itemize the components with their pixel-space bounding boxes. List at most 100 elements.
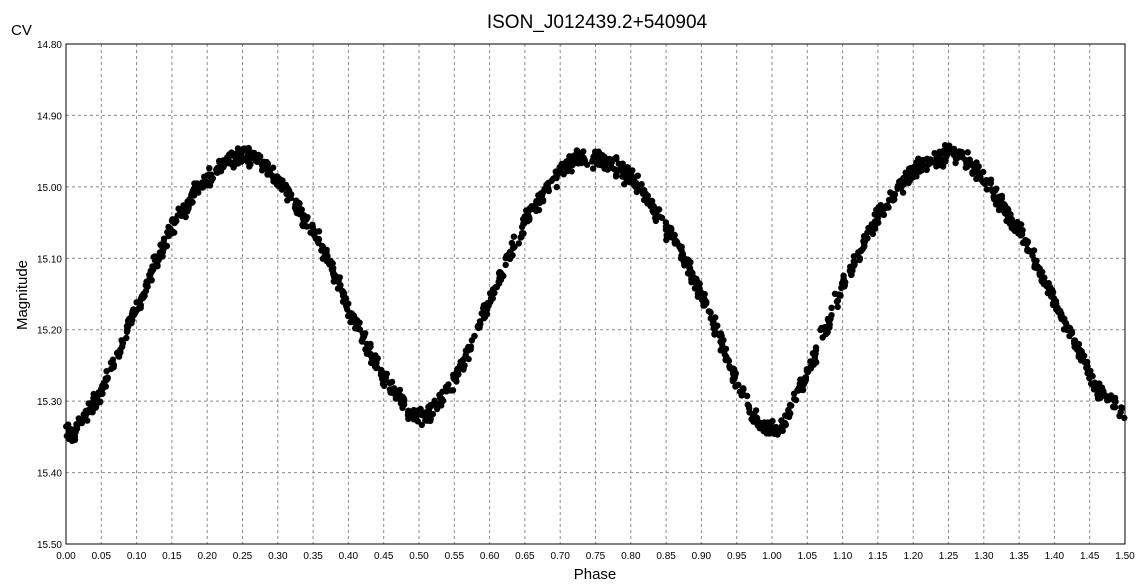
data-point — [662, 219, 670, 226]
data-point — [92, 404, 100, 411]
data-point — [602, 158, 609, 165]
data-point — [421, 413, 429, 420]
data-point — [286, 194, 294, 201]
data-point — [188, 192, 195, 199]
x-tick-label: 1.15 — [868, 551, 888, 562]
data-point — [1075, 351, 1083, 358]
data-point — [788, 402, 795, 409]
data-point — [484, 299, 491, 307]
x-tick-label: 0.15 — [162, 551, 182, 562]
data-point — [124, 323, 132, 330]
data-point — [856, 254, 863, 262]
data-point — [860, 237, 867, 245]
x-tick-label: 0.90 — [692, 551, 712, 562]
data-point — [838, 284, 845, 292]
data-point — [758, 419, 765, 427]
data-point — [311, 232, 318, 239]
data-point — [601, 165, 608, 172]
data-point — [334, 274, 341, 281]
y-tick-label: 15.30 — [37, 397, 62, 408]
data-point — [1050, 296, 1058, 303]
data-point — [716, 332, 723, 339]
data-point — [523, 214, 531, 222]
data-point — [732, 383, 739, 390]
data-point — [729, 375, 736, 383]
data-point — [744, 401, 751, 408]
data-point — [694, 278, 701, 285]
data-point — [772, 423, 780, 431]
data-point — [938, 150, 945, 157]
data-point — [520, 220, 528, 227]
data-point — [159, 253, 166, 260]
data-point — [104, 375, 111, 383]
data-point — [396, 386, 404, 394]
data-point — [228, 149, 235, 156]
data-point — [748, 415, 755, 423]
data-point — [109, 356, 117, 363]
data-point — [828, 304, 835, 311]
data-point — [341, 294, 348, 301]
data-point — [850, 253, 858, 260]
data-point — [94, 396, 101, 403]
data-point — [625, 167, 632, 175]
data-point — [315, 235, 323, 243]
data-point — [653, 211, 660, 219]
data-point — [235, 160, 242, 167]
data-point — [520, 230, 527, 237]
data-point — [379, 375, 386, 383]
data-point — [725, 358, 732, 365]
x-tick-label: 0.75 — [586, 551, 606, 562]
data-point — [303, 216, 310, 223]
data-point — [989, 187, 996, 195]
x-tick-label: 1.30 — [974, 551, 994, 562]
data-point — [812, 350, 819, 357]
data-point — [442, 387, 449, 394]
data-point — [589, 165, 597, 172]
data-point — [206, 165, 213, 172]
data-point — [367, 350, 374, 358]
data-point — [613, 171, 620, 179]
data-point — [899, 189, 907, 196]
data-point — [366, 344, 373, 352]
data-point — [506, 255, 514, 263]
data-point — [146, 275, 153, 282]
data-point — [1013, 220, 1021, 227]
data-point — [687, 269, 695, 277]
data-point — [964, 149, 971, 156]
data-point — [246, 163, 253, 170]
data-point — [687, 259, 694, 266]
data-point — [482, 309, 490, 316]
data-point — [712, 314, 719, 321]
data-point — [298, 206, 305, 213]
data-point — [1110, 403, 1117, 410]
x-tick-label: 1.35 — [1009, 551, 1029, 562]
data-point — [339, 287, 346, 295]
data-point — [940, 156, 947, 163]
data-point — [177, 206, 185, 214]
data-point — [821, 324, 828, 331]
data-point — [154, 261, 161, 268]
data-point — [770, 429, 777, 436]
data-point — [746, 409, 753, 416]
data-point — [497, 276, 505, 283]
data-point — [833, 298, 841, 305]
data-point — [460, 356, 467, 363]
data-point — [1096, 391, 1104, 398]
data-point — [807, 363, 814, 370]
data-point — [1118, 404, 1126, 412]
data-point — [1025, 247, 1032, 255]
data-point — [703, 298, 710, 306]
data-point — [533, 207, 540, 214]
y-tick-label: 14.90 — [37, 111, 62, 122]
data-point — [972, 169, 979, 176]
data-point — [430, 400, 437, 408]
x-tick-label: 0.80 — [621, 551, 641, 562]
data-point — [564, 167, 571, 175]
x-tick-label: 0.40 — [339, 551, 359, 562]
data-point — [240, 155, 248, 162]
data-point — [987, 176, 995, 183]
data-point — [233, 153, 241, 161]
data-point — [739, 388, 746, 395]
data-point — [197, 183, 204, 191]
